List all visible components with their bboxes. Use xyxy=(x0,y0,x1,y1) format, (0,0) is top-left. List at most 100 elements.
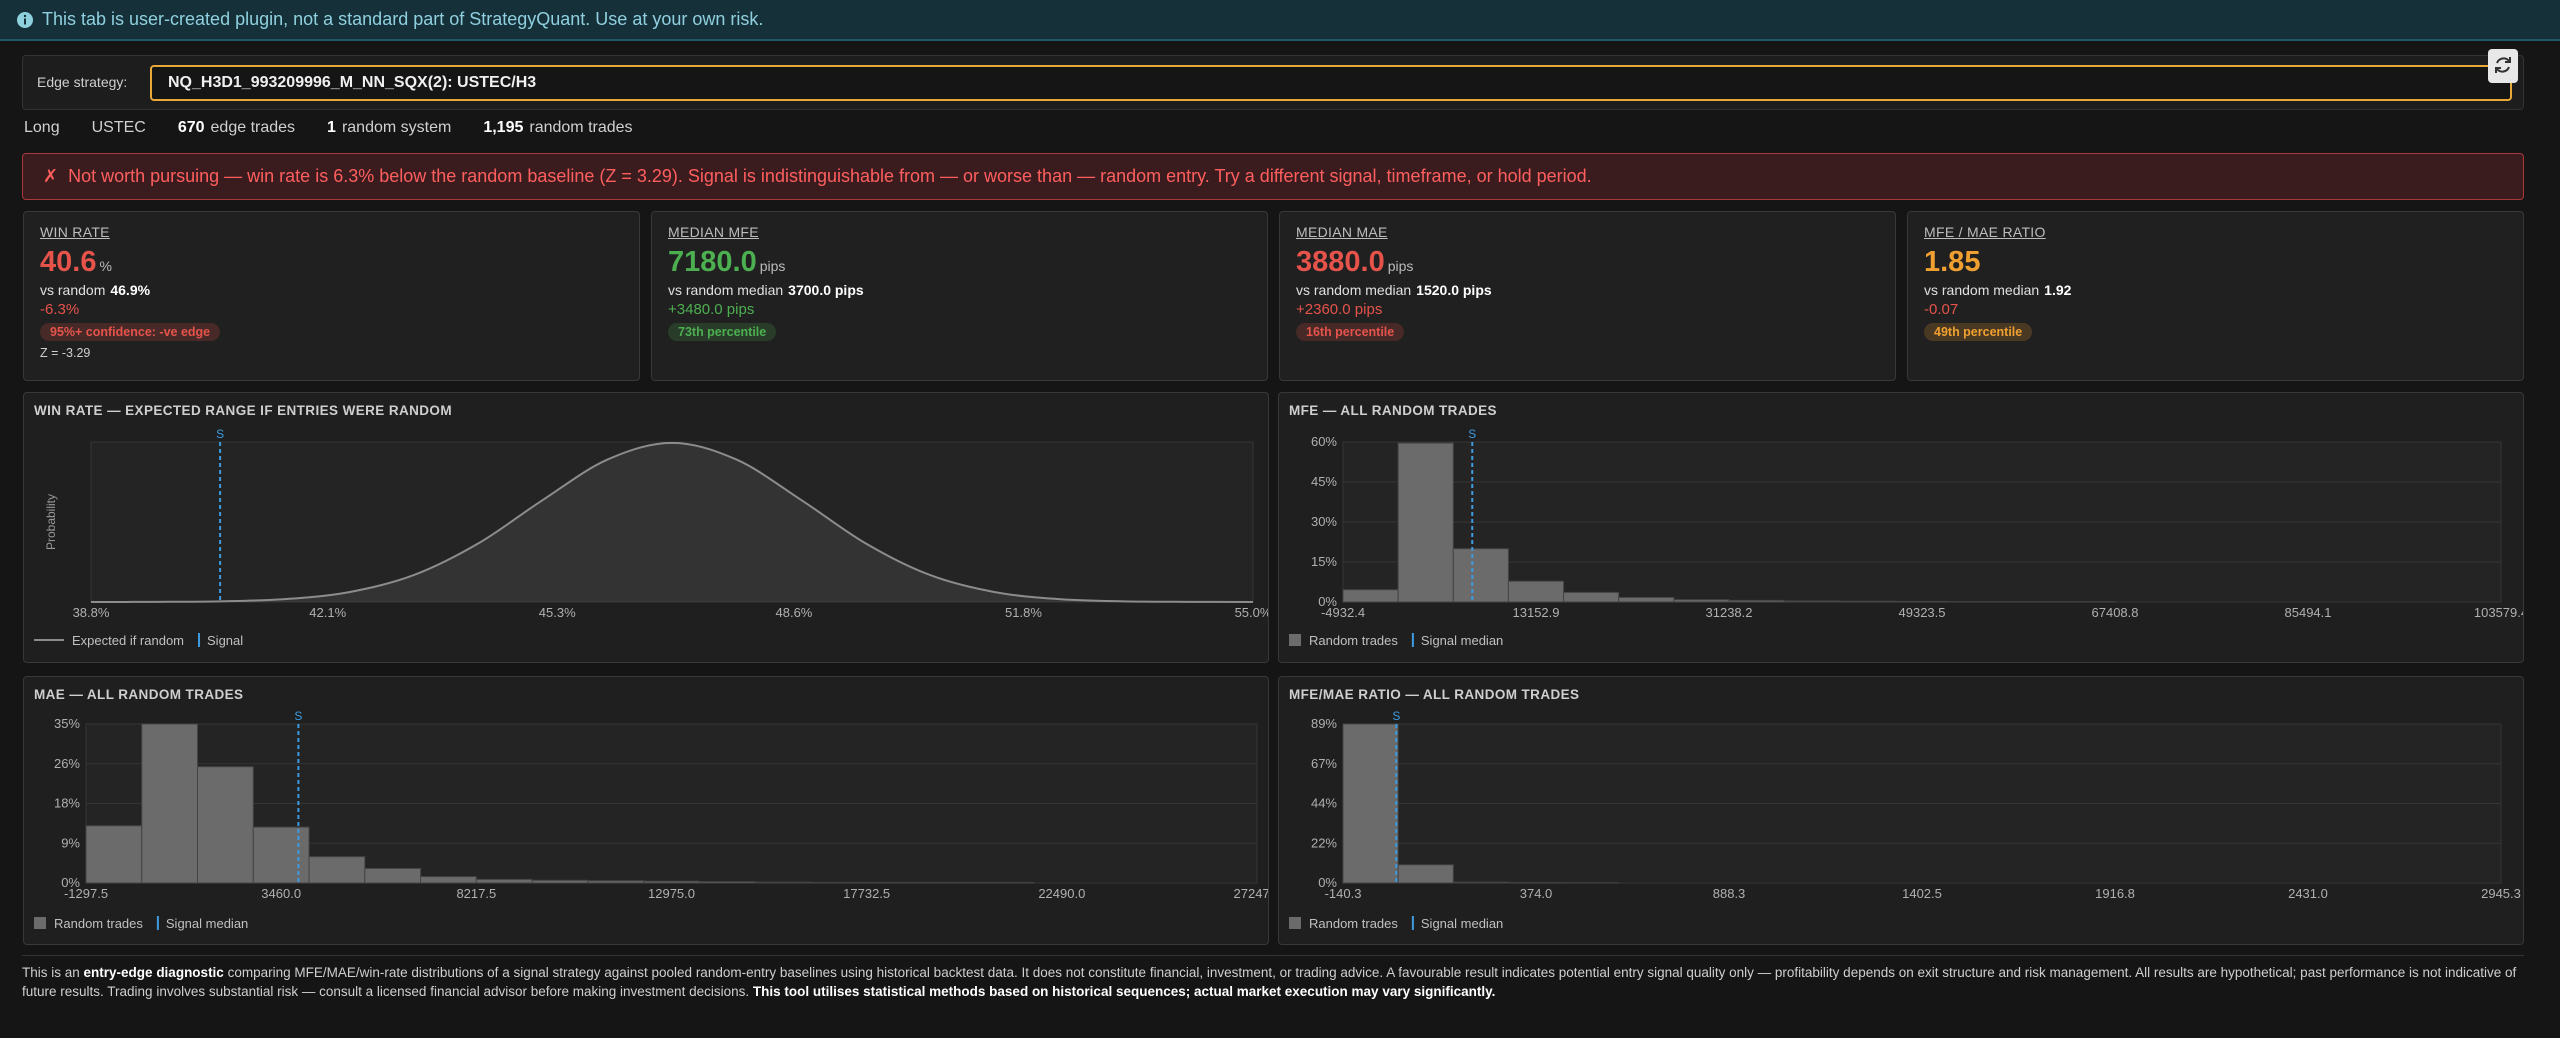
comparison-label: vs random median xyxy=(1296,282,1412,298)
card-unit: pips xyxy=(759,258,786,274)
card-comparison: vs random median 3700.0 pips xyxy=(668,282,1251,298)
card-title: MEDIAN MAE xyxy=(1296,224,1388,240)
x-tick-label: 42.1% xyxy=(309,605,346,620)
x-tick-label: 55.0% xyxy=(1235,605,1268,620)
histogram-bar xyxy=(1452,881,1509,884)
card-comparison: vs random median 1.92 xyxy=(1924,282,2507,298)
card-comparison: vs random 46.9% xyxy=(40,282,623,298)
card-title: WIN RATE xyxy=(40,224,110,240)
legend-label: Random trades xyxy=(54,916,143,931)
chart-panel: MAE — ALL RANDOM TRADES 0% 9% 18% 26% 35% -129… xyxy=(23,676,1269,945)
y-tick-label: 30% xyxy=(1311,514,1337,529)
histogram-bar xyxy=(252,826,310,884)
x-tick-label: 49323.5 xyxy=(1899,605,1946,620)
x-tick-label: 1402.5 xyxy=(1902,886,1942,901)
comparison-label: vs random xyxy=(40,282,106,298)
random-systems-label: random system xyxy=(341,119,452,136)
histogram-bar xyxy=(364,867,422,884)
x-tick-label: 12975.0 xyxy=(648,886,695,901)
verdict-text: Not worth pursuing — win rate is 6.3% be… xyxy=(68,166,1592,186)
disclaimer-intro: This is an xyxy=(22,965,80,980)
card-value: 3880.0 xyxy=(1296,246,1385,278)
histogram-bar xyxy=(587,880,645,884)
histogram-bar xyxy=(475,878,533,884)
chart-panel: MFE/MAE RATIO — ALL RANDOM TRADES 0% 22% 44… xyxy=(1278,676,2524,945)
edge-strategy-input[interactable]: NQ_H3D1_993209996_M_NN_SQX(2): USTEC/H3 xyxy=(150,65,2512,101)
comparison-value: 3700.0 pips xyxy=(788,282,864,298)
x-tick-label: 67408.8 xyxy=(2092,605,2139,620)
legend-swatch xyxy=(1289,917,1301,929)
edge-trades-count: 670 xyxy=(177,119,205,136)
random-trades-count: 1,195 xyxy=(483,119,524,136)
chart-title: MAE — ALL RANDOM TRADES xyxy=(34,687,243,702)
x-tick-label: 8217.5 xyxy=(456,886,496,901)
signal-label: S xyxy=(216,427,224,441)
y-tick-label: 35% xyxy=(54,716,80,731)
x-tick-label: -140.3 xyxy=(1325,886,1362,901)
histogram-bar xyxy=(1397,442,1454,603)
histogram-bar xyxy=(643,880,700,884)
x-tick-label: 13152.9 xyxy=(1513,605,1560,620)
refresh-button[interactable] xyxy=(2488,49,2518,83)
edge-strategy-bar: Edge strategy: NQ_H3D1_993209996_M_NN_SQ… xyxy=(22,55,2524,110)
legend-swatch xyxy=(156,916,159,930)
y-tick-label: 67% xyxy=(1311,756,1337,771)
histogram-bar xyxy=(1397,864,1454,884)
histogram-bar xyxy=(698,881,756,884)
histogram-bar xyxy=(1673,599,1730,603)
card-value: 40.6 xyxy=(40,246,97,278)
disclaimer: This is an entry-edge diagnostic compari… xyxy=(22,963,2524,1001)
x-tick-label: 3460.0 xyxy=(261,886,301,901)
x-tick-label: 1916.8 xyxy=(2095,886,2135,901)
chart-title: MFE/MAE RATIO — ALL RANDOM TRADES xyxy=(1289,687,1579,702)
card-delta: +3480.0 pips xyxy=(668,301,755,318)
chart: MFE — ALL RANDOM TRADES 0% 15% 30% 45% 60% -49… xyxy=(1289,403,2523,648)
histogram-bar xyxy=(308,856,366,884)
disclaimer-closing: This tool utilises statistical methods b… xyxy=(752,984,1496,999)
legend-label: Signal median xyxy=(1421,633,1503,648)
chart: MFE/MAE RATIO — ALL RANDOM TRADES 0% 22% 44… xyxy=(1289,687,2521,931)
card-badge: 95%+ confidence: -ve edge xyxy=(40,323,221,341)
x-tick-label: 103579.4 xyxy=(2474,605,2523,620)
legend-label: Signal xyxy=(207,633,243,648)
legend-label: Signal median xyxy=(1421,916,1503,931)
card-value: 7180.0 xyxy=(668,246,757,278)
x-tick-label: 38.8% xyxy=(73,605,110,620)
legend-swatch xyxy=(198,633,201,647)
x-tick-label: 45.3% xyxy=(539,605,576,620)
y-tick-label: 0% xyxy=(61,875,80,890)
edge-trades: 670 edge trades xyxy=(178,119,295,137)
histogram-bar xyxy=(1618,596,1675,603)
y-tick-label: 60% xyxy=(1311,434,1337,449)
direction: Long xyxy=(24,119,60,136)
chart-panel: WIN RATE — EXPECTED RANGE IF ENTRIES WER… xyxy=(23,392,1269,663)
x-tick-label: 888.3 xyxy=(1713,886,1746,901)
histogram-bar xyxy=(1783,600,1840,603)
card-value-row: 40.6% xyxy=(40,246,623,279)
chart-panel: MFE — ALL RANDOM TRADES 0% 15% 30% 45% 60% -49… xyxy=(1278,392,2524,663)
histogram-bar xyxy=(85,825,143,884)
verdict-icon: ✗ xyxy=(43,166,59,186)
y-tick-label: 18% xyxy=(54,796,80,811)
line xyxy=(90,441,1254,603)
edge-strategy-label: Edge strategy: xyxy=(37,74,128,90)
info-icon xyxy=(17,11,33,28)
metric-card: MEDIAN MFE 7180.0 pips vs random median 3700… xyxy=(651,211,1268,381)
run-summary: Long USTEC 670 edge trades 1 random system… xyxy=(24,119,633,137)
comparison-label: vs random median xyxy=(1924,282,2040,298)
y-tick-label: 22% xyxy=(1311,835,1337,850)
card-value-row: 7180.0 pips xyxy=(668,246,1251,279)
random-trades: 1,195 random trades xyxy=(483,119,632,137)
card-value: 1.85 xyxy=(1924,246,1981,278)
chart: WIN RATE — EXPECTED RANGE IF ENTRIES WER… xyxy=(34,403,1268,648)
y-tick-label: 44% xyxy=(1311,796,1337,811)
legend-label: Expected if random xyxy=(72,633,184,648)
card-value-row: 1.85 xyxy=(1924,246,2507,279)
separator xyxy=(22,955,2524,956)
x-tick-label: 27247.5 xyxy=(1234,886,1269,901)
card-delta: -0.07 xyxy=(1924,301,1959,318)
x-tick-label: 2431.0 xyxy=(2288,886,2328,901)
chart-title: MFE — ALL RANDOM TRADES xyxy=(1289,403,1497,418)
x-tick-label: 48.6% xyxy=(776,605,813,620)
random-systems: 1 random system xyxy=(327,119,451,137)
